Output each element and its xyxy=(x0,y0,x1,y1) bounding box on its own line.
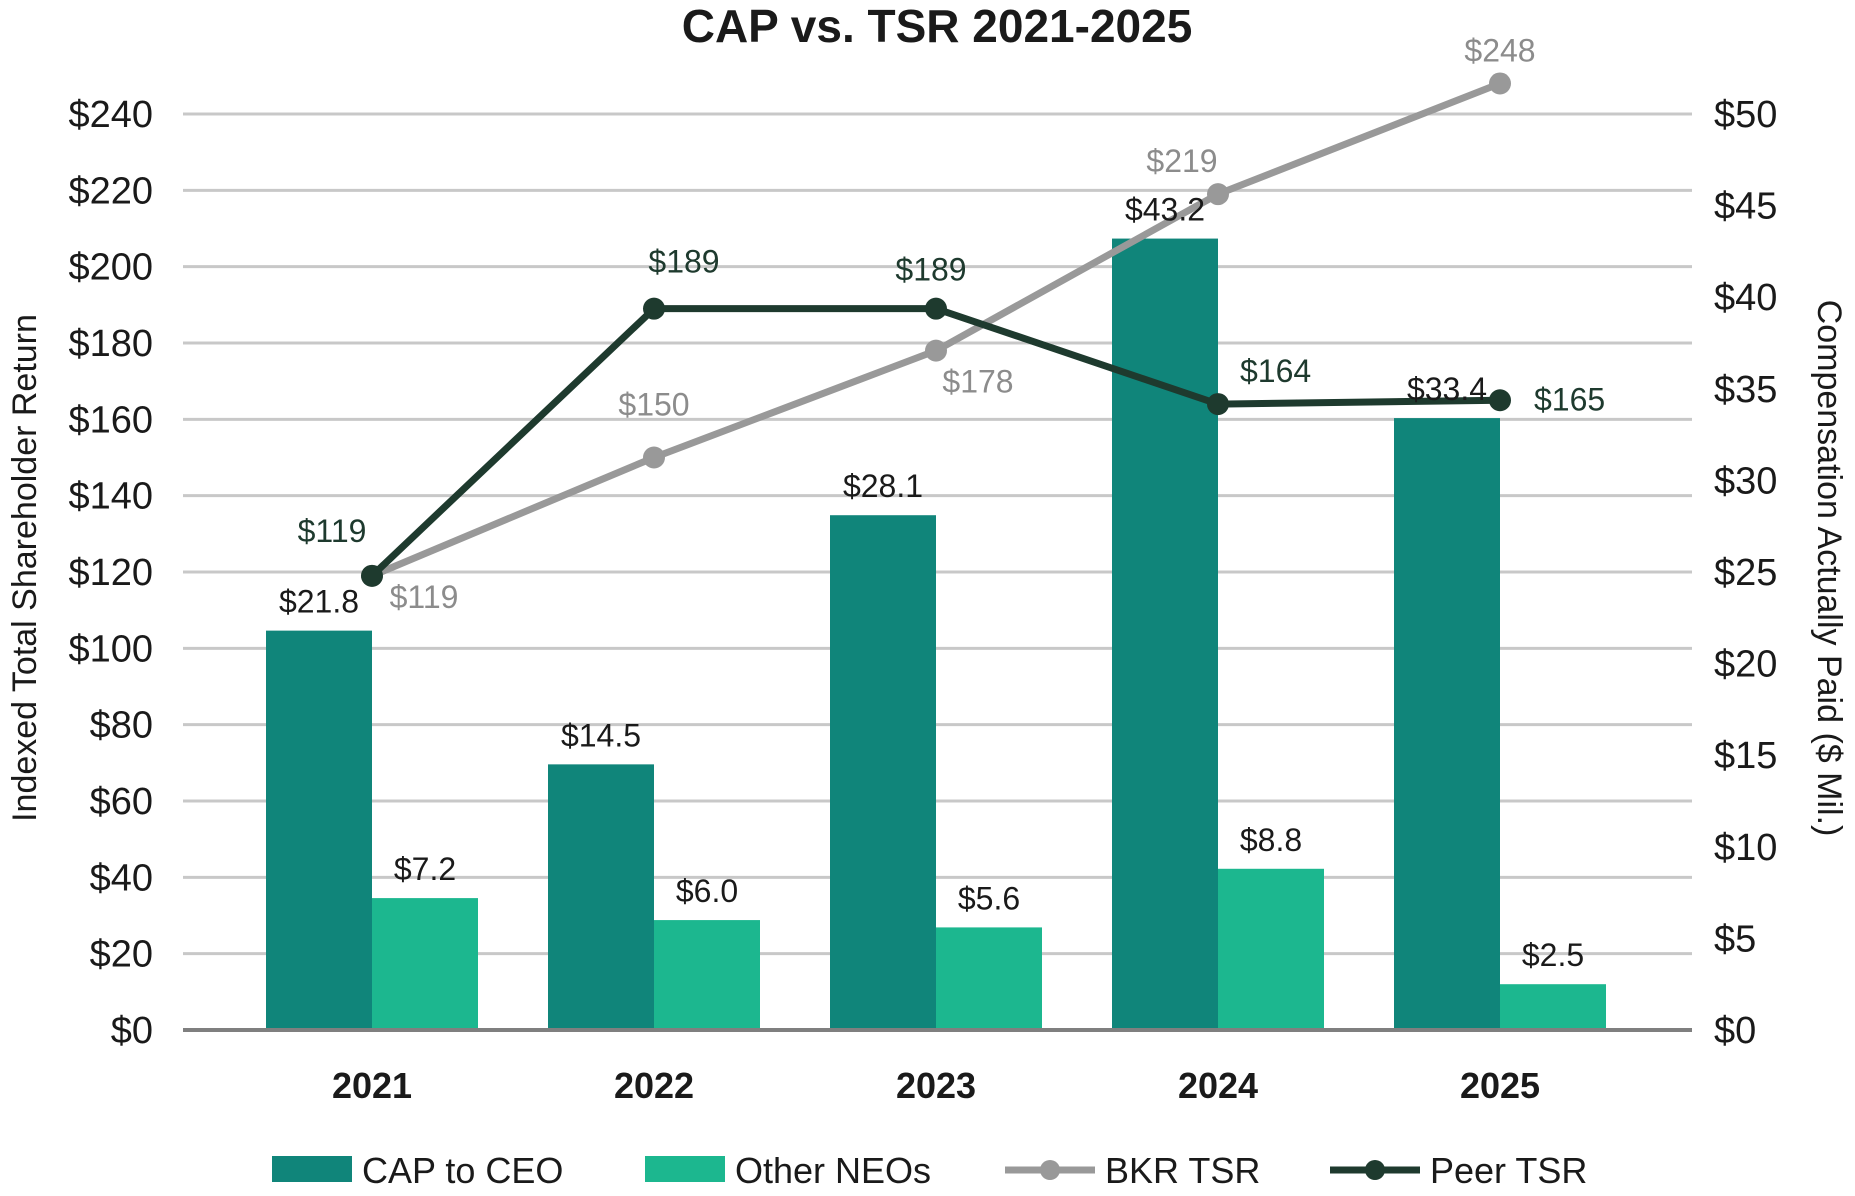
y-right-tick-label: $5 xyxy=(1714,918,1756,960)
peer-tsr-label: $165 xyxy=(1534,381,1605,417)
legend-label: CAP to CEO xyxy=(362,1150,563,1191)
y-left-tick-label: $100 xyxy=(68,628,153,670)
y-left-tick-label: $80 xyxy=(90,705,153,747)
y-right-tick-label: $30 xyxy=(1714,460,1777,502)
data-label: $33.4 xyxy=(1407,371,1487,407)
line-series xyxy=(361,72,1511,587)
bkr-tsr-label: $150 xyxy=(618,387,689,423)
legend-label: BKR TSR xyxy=(1105,1150,1260,1191)
legend-label: Peer TSR xyxy=(1430,1150,1587,1191)
x-tick-label: 2022 xyxy=(614,1065,694,1106)
marker-peer-tsr xyxy=(925,297,947,320)
y-right-tick-label: $35 xyxy=(1714,369,1777,411)
data-label: $7.2 xyxy=(394,851,456,887)
legend-label: Other NEOs xyxy=(735,1150,931,1191)
y-right-axis-title: Compensation Actually Paid ($ Mil.) xyxy=(1810,300,1848,837)
bkr-tsr-label: $178 xyxy=(942,364,1013,400)
peer-tsr-label: $119 xyxy=(298,513,367,549)
peer-tsr-label: $189 xyxy=(648,244,719,280)
x-tick-label: 2023 xyxy=(896,1065,976,1106)
x-tick-label: 2025 xyxy=(1460,1065,1540,1106)
bar-cap-to-ceo xyxy=(1112,238,1218,1031)
marker-bkr-tsr xyxy=(925,339,947,362)
y-right-tick-label: $25 xyxy=(1714,552,1777,594)
line-bkr-tsr xyxy=(370,80,1502,580)
legend-peer-tsr: Peer TSR xyxy=(1330,1150,1587,1191)
bar-series xyxy=(266,238,1606,1031)
data-label: $5.6 xyxy=(958,880,1020,916)
legend-swatch xyxy=(645,1156,725,1182)
y-left-axis-title: Indexed Total Shareholder Return xyxy=(6,314,44,822)
y-left-tick-label: $160 xyxy=(68,399,153,441)
marker-peer-tsr xyxy=(1489,389,1511,412)
y-right-tick-label: $50 xyxy=(1714,94,1777,136)
y-left-tick-label: $220 xyxy=(68,170,153,212)
y-left-tick-label: $180 xyxy=(68,323,153,365)
data-label: $14.5 xyxy=(561,717,641,753)
y-right-tick-label: $40 xyxy=(1714,277,1777,319)
y-right-tick-label: $20 xyxy=(1714,644,1777,686)
bkr-tsr-label: $248 xyxy=(1464,32,1535,68)
data-label: $2.5 xyxy=(1522,937,1584,973)
marker-bkr-tsr xyxy=(1489,72,1511,95)
bar-cap-to-ceo xyxy=(548,764,654,1030)
marker-bkr-tsr xyxy=(1207,183,1229,206)
legend-marker xyxy=(1365,1160,1385,1180)
data-labels: $21.8 $14.5 $28.1 $43.2 $33.4 $7.2 $6.0 $5.6 $8.… xyxy=(279,32,1605,973)
legend: CAP to CEO Other NEOs BKR TSR Peer TSR xyxy=(272,1150,1587,1191)
chart-title: CAP vs. TSR 2021-2025 xyxy=(682,0,1193,52)
y-right-tick-label: $15 xyxy=(1714,735,1777,777)
y-right-tick-label: $10 xyxy=(1714,827,1777,869)
y-right-tick-label: $45 xyxy=(1714,186,1777,228)
data-label: $43.2 xyxy=(1125,192,1205,228)
y-left-tick-label: $0 xyxy=(111,1010,153,1052)
y-left-tick-label: $240 xyxy=(68,94,153,136)
data-label: $21.8 xyxy=(279,584,359,620)
y-left-tick-label: $40 xyxy=(90,857,153,899)
x-tick-label: 2021 xyxy=(332,1065,412,1106)
bar-other-neos xyxy=(1500,984,1606,1030)
bar-other-neos xyxy=(936,927,1042,1030)
y-left-tick-label: $20 xyxy=(90,934,153,976)
peer-tsr-label: $164 xyxy=(1240,353,1311,389)
data-label: $6.0 xyxy=(676,873,738,909)
bar-cap-to-ceo xyxy=(830,515,936,1030)
y-left-tick-label: $60 xyxy=(90,781,153,823)
marker-peer-tsr xyxy=(361,564,383,587)
x-tick-label: 2024 xyxy=(1178,1065,1258,1106)
bar-cap-to-ceo xyxy=(1394,418,1500,1030)
bar-other-neos xyxy=(1218,868,1324,1030)
legend-other-neos: Other NEOs xyxy=(645,1150,931,1191)
axes: $0 $20 $40 $60 $80 $100 $120 $140 $160 $180 $200 $2… xyxy=(68,94,1777,1106)
legend-swatch xyxy=(272,1156,352,1182)
bar-other-neos xyxy=(372,898,478,1030)
y-right-tick-label: $0 xyxy=(1714,1010,1756,1052)
legend-marker xyxy=(1040,1160,1060,1180)
peer-tsr-label: $189 xyxy=(895,252,966,288)
marker-peer-tsr xyxy=(1207,393,1229,416)
y-left-tick-label: $120 xyxy=(68,552,153,594)
bkr-tsr-label: $119 xyxy=(390,579,459,615)
marker-bkr-tsr xyxy=(643,446,665,469)
bkr-tsr-label: $219 xyxy=(1146,143,1217,179)
bar-other-neos xyxy=(654,920,760,1030)
data-label: $8.8 xyxy=(1240,822,1302,858)
legend-cap-to-ceo: CAP to CEO xyxy=(272,1150,563,1191)
y-left-tick-label: $140 xyxy=(68,476,153,518)
data-label: $28.1 xyxy=(843,468,923,504)
bar-cap-to-ceo xyxy=(266,630,372,1030)
y-left-tick-label: $200 xyxy=(68,247,153,289)
marker-peer-tsr xyxy=(643,297,665,320)
legend-bkr-tsr: BKR TSR xyxy=(1005,1150,1260,1191)
